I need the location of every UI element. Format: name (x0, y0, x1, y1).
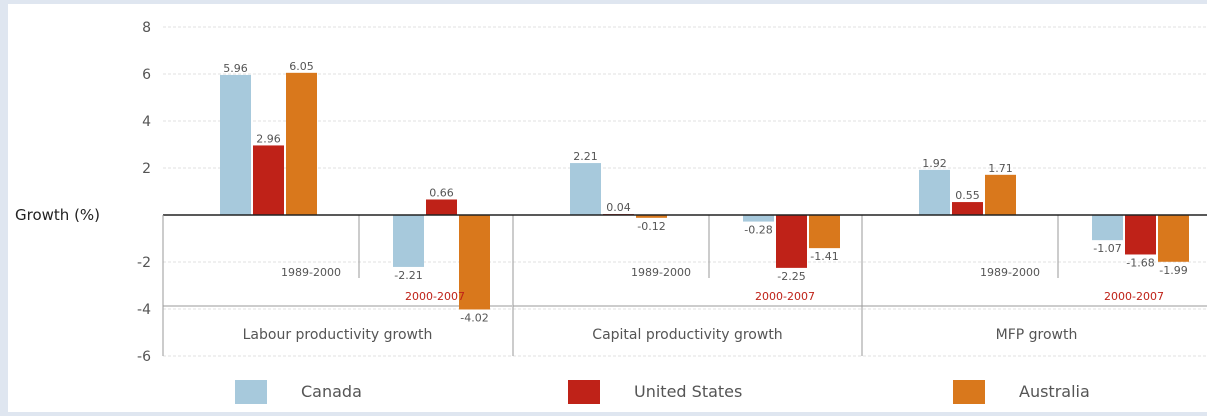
group-label: MFP growth (996, 327, 1078, 343)
period-label: 1989-2000 (281, 266, 341, 279)
data-label: 0.04 (606, 201, 631, 214)
bar-australia (636, 215, 667, 218)
period-label: 2000-2007 (405, 290, 465, 303)
group-label: Labour productivity growth (243, 327, 433, 343)
data-label: -1.41 (810, 250, 838, 263)
bar-australia (286, 72, 317, 215)
bar-canada (393, 215, 424, 267)
bar-canada (1092, 215, 1123, 241)
data-label: -2.25 (777, 270, 805, 283)
data-label: -0.28 (744, 224, 772, 237)
data-label: 2.96 (256, 132, 281, 145)
legend-label: Canada (301, 382, 362, 401)
y-tick-label: 6 (142, 67, 151, 83)
data-label: -1.68 (1126, 256, 1154, 269)
y-tick-label: 4 (142, 114, 151, 130)
bar-australia (1158, 215, 1189, 262)
data-label: 1.92 (922, 157, 947, 170)
legend-swatch-canada (235, 380, 267, 404)
bar-canada (743, 215, 774, 222)
data-label: -2.21 (394, 269, 422, 282)
bar-australia (985, 174, 1016, 215)
bar-australia (809, 215, 840, 249)
data-label: 2.21 (573, 150, 598, 163)
bar-australia (459, 215, 490, 310)
data-label: 1.71 (988, 162, 1013, 175)
legend-label: Australia (1019, 382, 1090, 401)
y-tick-label: -4 (137, 302, 151, 318)
period-label: 2000-2007 (1104, 290, 1164, 303)
bar-canada (220, 74, 251, 215)
data-label: -1.99 (1159, 264, 1187, 277)
bar-united-states (1125, 215, 1156, 255)
data-label: 0.66 (429, 186, 454, 199)
data-label: -4.02 (460, 311, 488, 324)
bar-united-states (253, 145, 284, 215)
bar-united-states (426, 199, 457, 215)
legend-swatch-australia (953, 380, 985, 404)
data-label: -0.12 (637, 220, 665, 233)
data-label: -1.07 (1093, 242, 1121, 255)
data-label: 5.96 (223, 62, 248, 75)
y-tick-label: -6 (137, 349, 151, 365)
bar-canada (919, 169, 950, 215)
period-label: 1989-2000 (631, 266, 691, 279)
chart-frame: 8 6 4 2 -2 -4 -6 Growth (%) 5.96 2.96 6.05 1989-200… (8, 4, 1207, 412)
y-tick-label: 8 (142, 20, 151, 36)
bar-chart: 8 6 4 2 -2 -4 -6 Growth (%) 5.96 2.96 6.05 1989-200… (15, 20, 1207, 404)
bar-united-states (952, 202, 983, 215)
group-label: Capital productivity growth (592, 327, 782, 343)
y-tick-label: -2 (137, 255, 151, 271)
bar-united-states (776, 215, 807, 268)
data-label: 6.05 (289, 60, 314, 73)
bar-canada (570, 163, 601, 215)
legend-label: United States (634, 382, 742, 401)
y-tick-label: 2 (142, 161, 151, 177)
period-label: 1989-2000 (980, 266, 1040, 279)
top-border (0, 0, 1207, 4)
data-label: 0.55 (955, 189, 980, 202)
period-label: 2000-2007 (755, 290, 815, 303)
y-axis-label: Growth (%) (15, 206, 100, 224)
legend-swatch-united-states (568, 380, 600, 404)
